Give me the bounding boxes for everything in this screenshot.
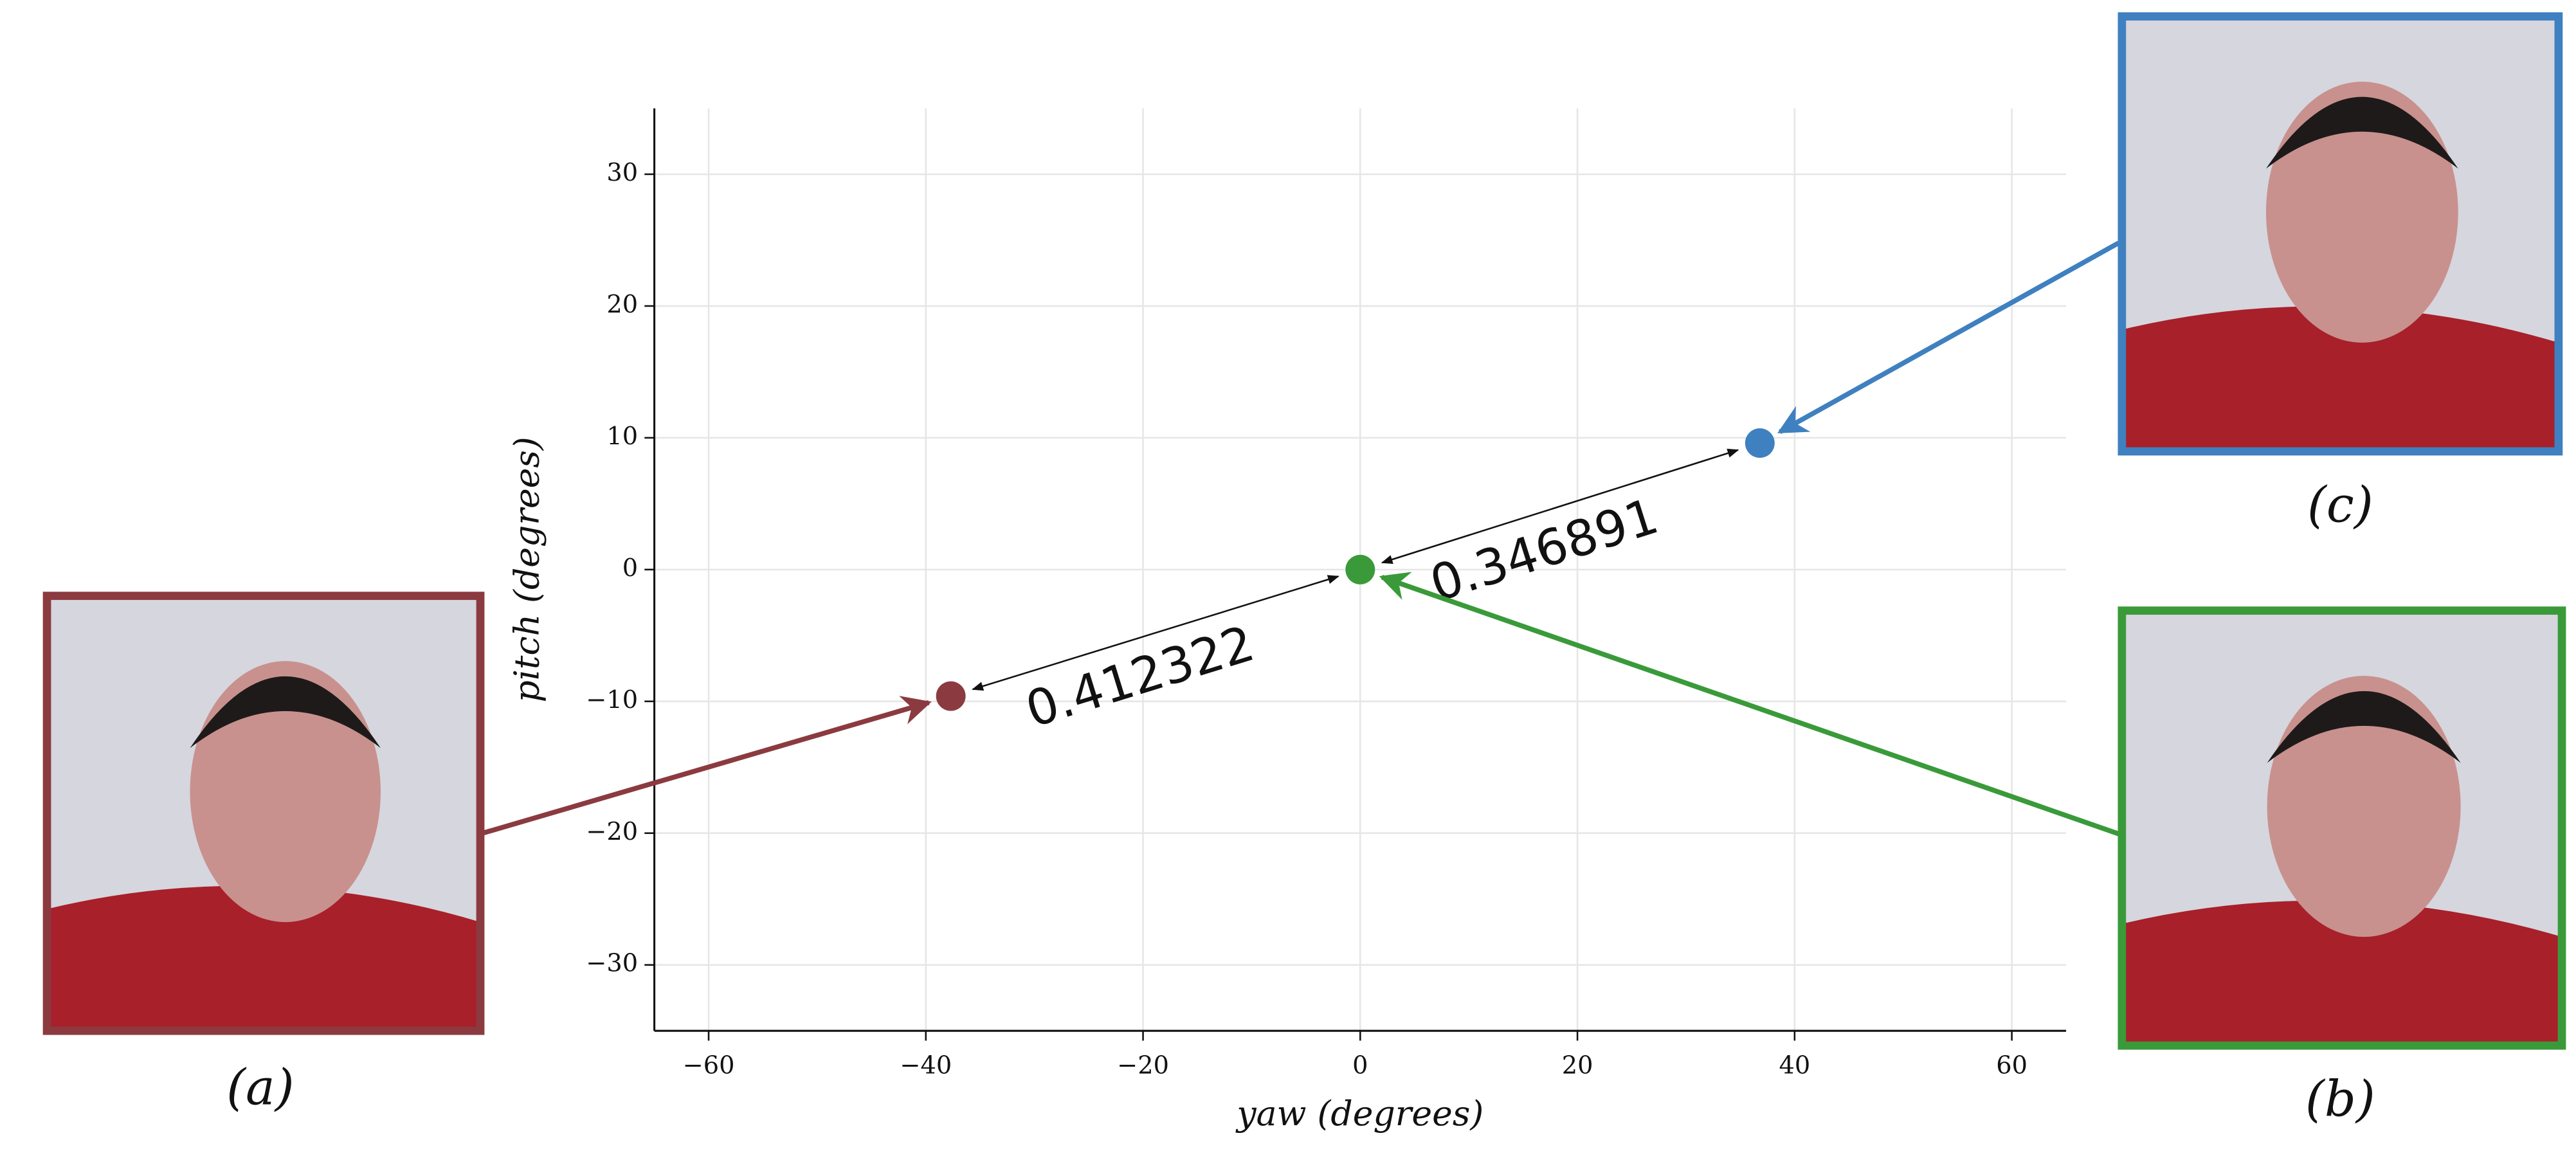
y-axis-label: pitch (degrees) xyxy=(507,437,547,702)
photo-face xyxy=(2267,676,2461,937)
panel-label: (a) xyxy=(226,1060,294,1117)
photo-panel xyxy=(42,592,485,1035)
x-axis-label: yaw (degrees) xyxy=(1235,1093,1483,1134)
photo-hair xyxy=(190,676,381,748)
photo-face xyxy=(190,661,381,923)
panel-label: (b) xyxy=(2305,1071,2375,1128)
photo-frame xyxy=(2118,12,2563,456)
point xyxy=(1345,554,1375,584)
photo-face xyxy=(2265,82,2458,343)
pointer-arrow xyxy=(1379,572,2120,837)
point xyxy=(936,681,966,711)
photo-hair xyxy=(2267,691,2461,763)
photo-shirt xyxy=(47,885,480,1031)
x-tick-label: 60 xyxy=(1996,1051,2027,1080)
y-tick-label: −10 xyxy=(586,685,638,714)
y-tick-label: −20 xyxy=(586,817,638,846)
x-tick-label: 0 xyxy=(1352,1051,1368,1080)
x-tick-label: −40 xyxy=(900,1051,952,1080)
panel-label: (c) xyxy=(2307,476,2373,534)
x-tick-label: −20 xyxy=(1117,1051,1169,1080)
x-tick-label: −60 xyxy=(683,1051,735,1080)
distance-arrow xyxy=(1381,448,1739,565)
y-tick-label: −30 xyxy=(586,949,638,978)
distance-label: 0.412322 xyxy=(1019,615,1260,739)
photo-shirt xyxy=(2121,306,2559,452)
photo-panel xyxy=(2118,606,2566,1050)
photo-frame xyxy=(2118,606,2566,1050)
point xyxy=(1745,428,1775,458)
x-tick-label: 40 xyxy=(1779,1051,1810,1080)
photo-frame xyxy=(42,592,485,1035)
distance-arrow xyxy=(972,575,1339,691)
y-tick-label: 20 xyxy=(606,290,638,319)
photo-panel xyxy=(2118,12,2563,456)
pointer-arrow xyxy=(1777,240,2120,435)
distance-label: 0.346891 xyxy=(1424,488,1665,613)
photo-hair xyxy=(2265,96,2458,169)
y-tick-label: 0 xyxy=(622,554,638,583)
pointer-arrow xyxy=(479,696,932,837)
x-tick-label: 20 xyxy=(1562,1051,1593,1080)
y-tick-label: 30 xyxy=(606,158,638,187)
y-tick-label: 10 xyxy=(606,422,638,451)
photo-shirt xyxy=(2121,900,2562,1046)
